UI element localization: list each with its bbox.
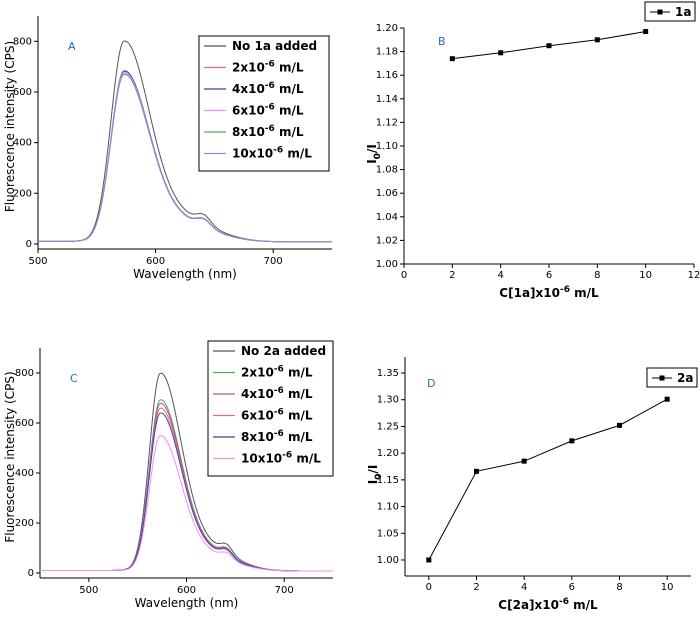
y-tick-label: 1.06	[376, 188, 398, 199]
x-tick-label: 0	[401, 270, 407, 281]
legend-label: 8x10-6 m/L	[232, 124, 304, 139]
y-tick-label: 800	[15, 368, 34, 379]
legend-label: 2x10-6 m/L	[241, 365, 313, 380]
x-tick-label: 6	[569, 582, 575, 593]
data-point	[664, 396, 670, 402]
x-tick-label: 600	[146, 256, 165, 267]
y-tick-label: 1.10	[376, 141, 398, 152]
legend-label: No 1a added	[232, 39, 317, 53]
panel-label: D	[427, 377, 435, 390]
y-axis-title: I0/I	[366, 465, 384, 485]
y-tick-label: 1.25	[377, 421, 399, 432]
legend-box	[207, 340, 334, 477]
y-tick-label: 1.20	[376, 23, 398, 34]
y-tick-label: 1.14	[376, 94, 398, 105]
chart-panel-A: 500 600 700 0 200 400 600 800 Wavelength (nm) Flu…	[3, 16, 332, 281]
y-tick-label: 0	[28, 568, 34, 579]
y-tick-label: 600	[13, 87, 32, 98]
y-tick-label: 1.30	[377, 395, 399, 406]
y-tick-label: 1.02	[376, 235, 398, 246]
x-tick-label: 2	[473, 582, 479, 593]
data-point	[617, 422, 622, 428]
x-tick-label: 10	[661, 582, 674, 593]
x-tick-label: 700	[275, 585, 294, 596]
y-tick-label: 1.04	[376, 212, 398, 223]
y-tick-label: 1.18	[376, 47, 398, 58]
y-axis-title: Fluorescence intensity (CPS)	[3, 41, 17, 212]
data-point	[594, 37, 600, 43]
legend-label: 2a	[677, 371, 693, 385]
legend-label: 10x10-6 m/L	[232, 146, 312, 161]
x-tick-label: 8	[616, 582, 622, 593]
data-point	[569, 438, 575, 444]
x-tick-label: 2	[449, 270, 455, 281]
x-tick-label: 600	[177, 585, 196, 596]
x-axis-title: Wavelength (nm)	[135, 596, 239, 610]
x-tick-label: 0	[426, 582, 432, 593]
x-tick-label: 4	[497, 270, 503, 281]
y-tick-label: 600	[15, 418, 34, 429]
legend-marker	[657, 9, 663, 15]
x-tick-label: 4	[521, 582, 527, 593]
data-point	[643, 29, 649, 35]
y-tick-label: 1.35	[377, 368, 399, 379]
y-tick-label: 200	[13, 188, 32, 199]
data-point	[474, 468, 479, 474]
x-axis-title: C[1a]x10-6 m/L	[499, 285, 599, 300]
legend-label: 1a	[675, 5, 691, 19]
panel-label: A	[68, 40, 76, 53]
data-point	[426, 557, 432, 563]
y-tick-label: 800	[13, 36, 32, 47]
x-tick-label: 12	[688, 270, 700, 281]
legend-label: 4x10-6 m/L	[232, 81, 304, 96]
legend-box	[198, 35, 330, 172]
y-tick-label: 1.20	[377, 448, 399, 459]
x-axis-title: C[2a]x10-6 m/L	[498, 597, 598, 612]
legend-label: 2x10-6 m/L	[232, 60, 304, 75]
x-tick-label: 500	[28, 256, 47, 267]
y-tick-label: 1.10	[377, 502, 399, 513]
y-tick-label: 1.16	[376, 70, 398, 81]
y-tick-label: 400	[13, 138, 32, 149]
series-line	[40, 435, 333, 572]
y-tick-label: 1.00	[376, 259, 398, 270]
legend-label: 6x10-6 m/L	[232, 103, 304, 118]
y-tick-label: 1.00	[377, 555, 399, 566]
data-point	[498, 50, 504, 56]
y-tick-label: 1.08	[376, 165, 398, 176]
legend-marker	[659, 375, 665, 381]
data-point	[546, 43, 552, 49]
data-point	[449, 56, 455, 62]
data-point	[521, 458, 527, 464]
legend-label: 10x10-6 m/L	[241, 451, 321, 466]
series-line	[38, 74, 332, 243]
legend-label: 8x10-6 m/L	[241, 429, 313, 444]
panel-label: C	[70, 372, 78, 385]
legend-label: 4x10-6 m/L	[241, 386, 313, 401]
series-line	[428, 398, 668, 561]
x-tick-label: 500	[79, 585, 98, 596]
x-tick-label: 10	[639, 270, 652, 281]
y-axis-title: Fluorescence intensity (CPS)	[3, 371, 17, 542]
chart-panel-D: 0 2 4 6 8 10 1.00 1.05 1.10 1.15 1.20 1.25 1.30 1.35 C…	[366, 357, 698, 612]
y-tick-label: 0	[26, 239, 32, 250]
x-tick-label: 8	[594, 270, 600, 281]
y-tick-label: 1.12	[376, 117, 398, 128]
x-tick-label: 700	[264, 256, 283, 267]
y-axis-title: I0/I	[365, 144, 383, 164]
legend-label: 6x10-6 m/L	[241, 408, 313, 423]
y-tick-label: 1.05	[377, 528, 399, 539]
legend-label: No 2a added	[241, 344, 326, 358]
x-tick-label: 6	[546, 270, 552, 281]
y-tick-label: 1.15	[377, 475, 399, 486]
x-axis-title: Wavelength (nm)	[133, 267, 237, 281]
y-tick-label: 200	[15, 518, 34, 529]
chart-panel-C: 500 600 700 0 200 400 600 800 Wavelength (nm) Flu…	[3, 340, 334, 610]
panel-label: B	[438, 35, 446, 48]
chart-panel-B: 0 2 4 6 8 10 12 1.00 1.02 1.04 1.06 1.08 1.10 1.12 1.1…	[365, 1, 700, 300]
y-tick-label: 400	[15, 468, 34, 479]
